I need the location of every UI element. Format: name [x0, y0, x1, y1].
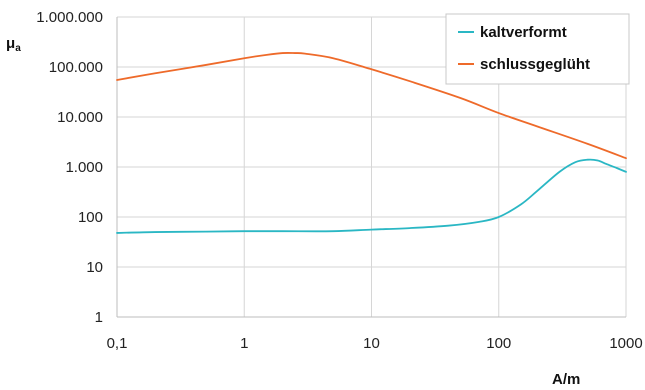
legend-label-schlussgegluht: schlussgeglüht	[480, 56, 590, 73]
series-line-schlussgegluht	[116, 52, 627, 160]
legend-label-kaltverformt: kaltverformt	[480, 24, 567, 41]
x-tick-label: 10	[363, 335, 380, 352]
y-tick-label: 10	[86, 259, 103, 276]
x-tick-label: 1	[240, 335, 248, 352]
legend: kaltverformt schlussgeglüht	[445, 13, 630, 85]
y-tick-label: 10.000	[57, 109, 103, 126]
x-tick-label: 100	[486, 335, 511, 352]
y-tick-label: 1	[95, 309, 103, 326]
y-axis-title: μa	[6, 35, 21, 54]
x-tick-label: 1000	[609, 335, 642, 352]
y-tick-label: 1.000	[65, 159, 103, 176]
data-series	[116, 52, 627, 234]
x-tick-label: 0,1	[107, 335, 128, 352]
y-tick-label: 1.000.000	[36, 9, 103, 26]
y-tick-label: 100.000	[49, 59, 103, 76]
legend-box	[445, 13, 630, 85]
series-line-kaltverformt	[116, 158, 627, 234]
y-tick-label: 100	[78, 209, 103, 226]
x-axis-title: A/m	[552, 371, 580, 388]
